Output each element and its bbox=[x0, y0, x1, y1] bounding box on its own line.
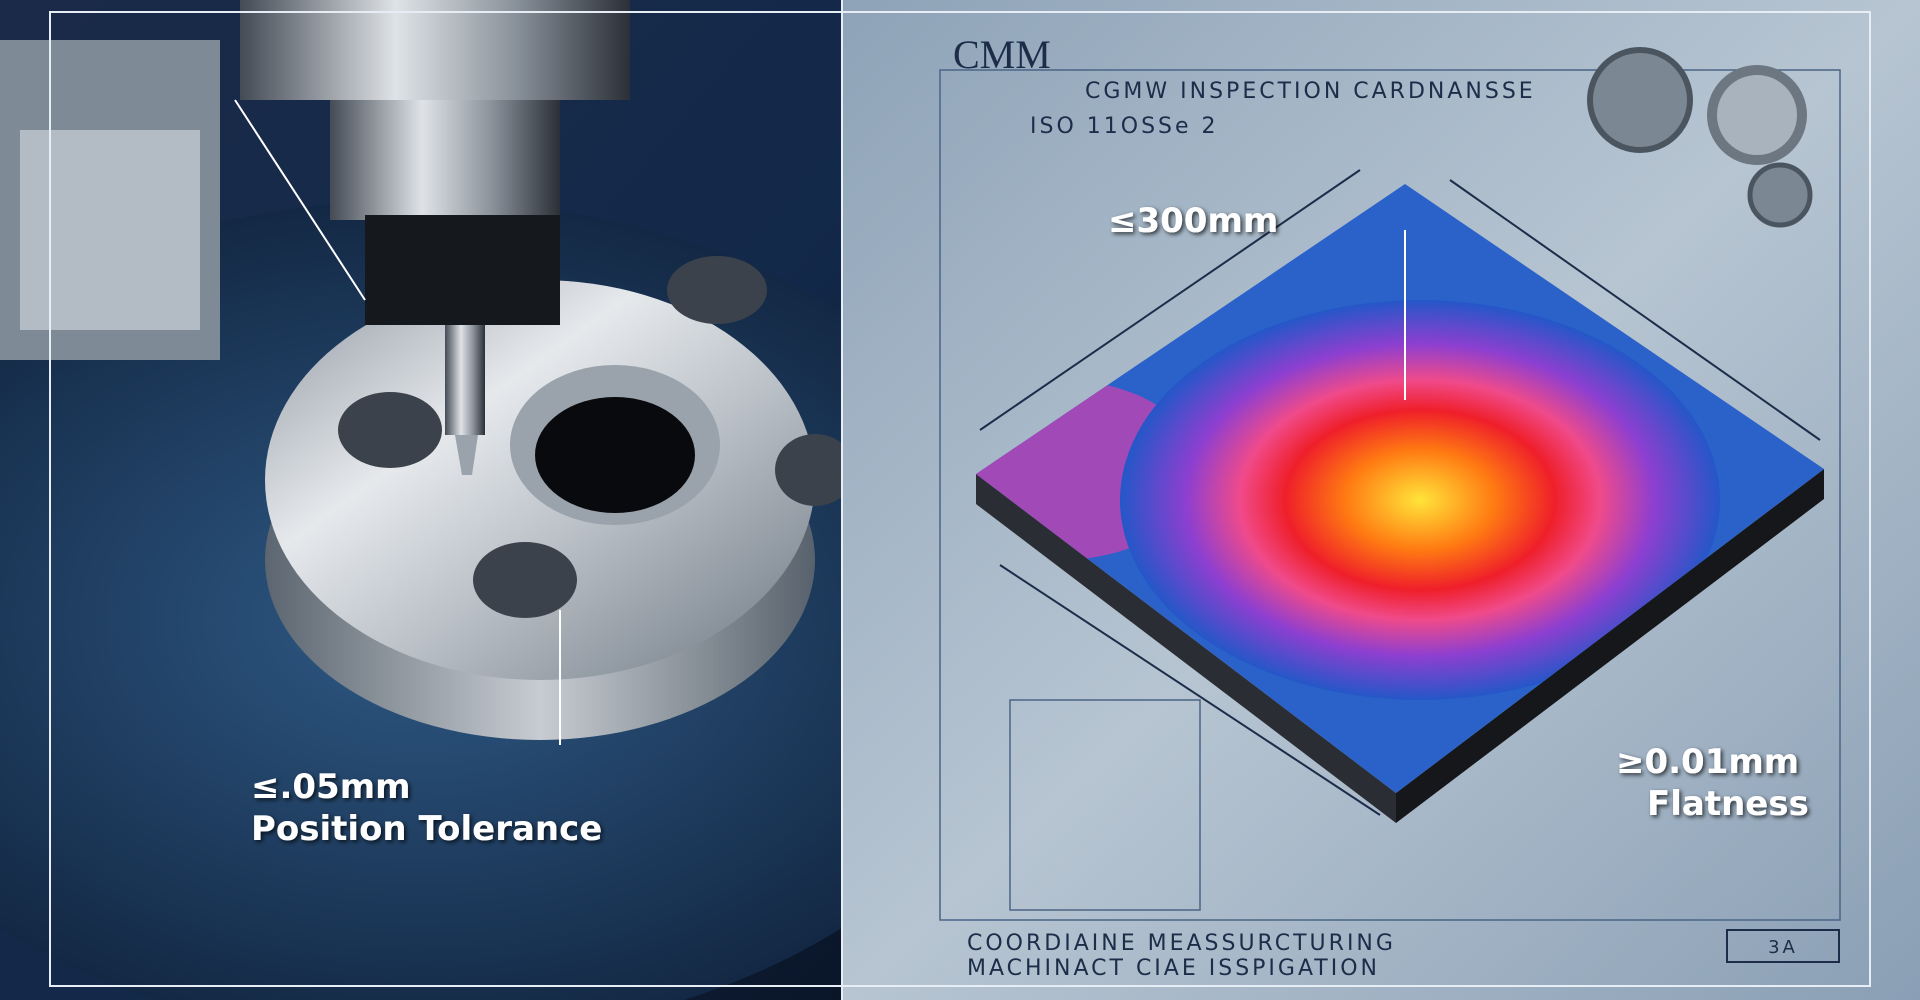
code: 3A bbox=[1768, 937, 1798, 958]
spindle-head bbox=[240, 0, 630, 100]
spindle-body bbox=[330, 100, 560, 220]
probe-tip bbox=[455, 435, 478, 475]
plate-side bbox=[1396, 469, 1824, 823]
machine-block bbox=[20, 130, 200, 330]
probe bbox=[445, 325, 485, 435]
tolerance-label: Position Tolerance bbox=[251, 809, 602, 849]
blueprint-sketch bbox=[1009, 699, 1201, 911]
leader-line bbox=[234, 99, 366, 301]
gear bbox=[1747, 162, 1813, 228]
dimension-line bbox=[979, 169, 1361, 431]
spindle-collar bbox=[365, 215, 560, 325]
heatmap-zone bbox=[1120, 300, 1720, 700]
bore bbox=[535, 397, 695, 513]
blueprint-frame bbox=[939, 69, 1841, 921]
hole bbox=[775, 434, 855, 506]
title: CMM bbox=[953, 32, 1051, 77]
dimension-line bbox=[999, 564, 1381, 816]
flatness-value: ≥0.01mm bbox=[1616, 742, 1799, 782]
flatness-label: Flatness bbox=[1647, 784, 1809, 824]
outer-frame bbox=[49, 11, 1871, 987]
gear bbox=[1707, 65, 1807, 165]
plate-side bbox=[976, 474, 1396, 823]
code-box bbox=[1726, 929, 1840, 963]
subtitle: CGMW INSPECTION CARDNANSSE bbox=[1085, 79, 1536, 104]
standard: ISO 11OSSe 2 bbox=[1030, 114, 1219, 139]
hole bbox=[338, 392, 442, 468]
tolerance-value: ≤.05mm bbox=[251, 767, 411, 807]
footer-line: MACHINACT CIAE ISSPIGATION bbox=[967, 956, 1380, 981]
gear bbox=[1587, 47, 1693, 153]
dimension-line bbox=[1449, 179, 1821, 441]
hole bbox=[667, 256, 767, 324]
hole bbox=[473, 542, 577, 618]
footer-line: COORDIAINE MEASSURCTURING bbox=[967, 931, 1396, 956]
length-label: ≤300mm bbox=[1108, 201, 1278, 241]
